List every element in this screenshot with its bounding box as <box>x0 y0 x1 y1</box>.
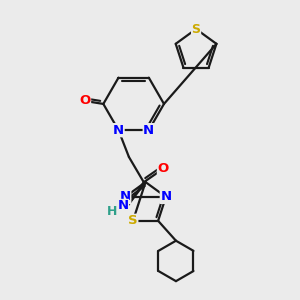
Text: N: N <box>160 190 172 203</box>
Text: N: N <box>117 200 128 212</box>
Text: O: O <box>158 162 169 175</box>
Text: N: N <box>120 190 131 203</box>
Text: H: H <box>107 205 118 218</box>
Text: N: N <box>113 124 124 137</box>
Text: S: S <box>192 22 201 35</box>
Text: O: O <box>79 94 91 107</box>
Text: S: S <box>128 214 138 227</box>
Text: N: N <box>143 124 154 137</box>
